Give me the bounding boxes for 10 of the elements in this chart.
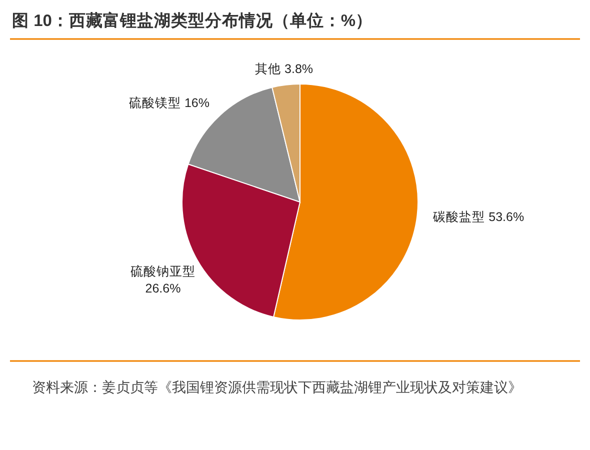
- slice-label: 其他: [255, 62, 282, 76]
- slice-label: 硫酸钠亚型: [130, 264, 196, 278]
- slice-label: 碳酸盐型: [433, 210, 486, 224]
- data-label: 16%: [184, 96, 210, 110]
- slice-label: 硫酸镁型: [129, 96, 182, 110]
- data-label: 3.8%: [284, 62, 314, 76]
- data-label: 26.6%: [145, 281, 181, 296]
- text: 资料来源：姜贞贞等《我国锂资源供需现状下西藏盐湖锂产业现状及对策建议》: [32, 379, 522, 395]
- data-label: 53.6%: [488, 210, 524, 224]
- chart-title: 图 10：西藏富锂盐湖类型分布情况（单位：%）: [12, 11, 373, 30]
